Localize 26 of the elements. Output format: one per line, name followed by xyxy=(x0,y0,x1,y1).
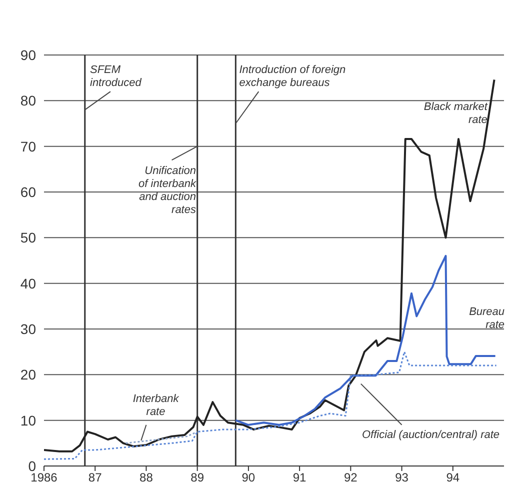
y-tick-label: 80 xyxy=(20,92,36,109)
y-tick-label: 30 xyxy=(20,320,36,337)
x-tick-label: 88 xyxy=(140,470,154,485)
y-tick-label: 50 xyxy=(20,230,36,246)
series-label: Official (auction/central) rate xyxy=(360,428,501,442)
x-tick-label: 90 xyxy=(242,470,256,485)
y-tick-label: 70 xyxy=(20,138,36,154)
y-tick-label: 40 xyxy=(20,275,36,292)
text: Bureau rate xyxy=(468,306,505,332)
ref-line-label: SFEM introduced xyxy=(90,64,143,90)
x-tick-label: 92 xyxy=(344,470,358,485)
y-tick-label: 10 xyxy=(20,412,36,428)
y-tick-label: 20 xyxy=(20,366,36,383)
x-tick-label: 89 xyxy=(190,470,204,485)
x-tick-label: 91 xyxy=(292,470,307,485)
series-label: Interbank rate xyxy=(132,392,180,419)
ref-line-label: Introduction of foreign exchange bureaus xyxy=(239,64,347,90)
series-label: Black market rate xyxy=(422,100,488,127)
ref-line-label: Unification of interbank and auction rates xyxy=(138,164,196,217)
x-tick-label: 94 xyxy=(446,470,460,485)
line-series xyxy=(44,351,498,460)
y-tick-label: 90 xyxy=(20,46,36,63)
line-series xyxy=(125,431,198,444)
x-tick-label: 93 xyxy=(395,470,409,485)
y-tick-label: 60 xyxy=(20,184,36,200)
x-tick-label: 87 xyxy=(88,470,102,485)
